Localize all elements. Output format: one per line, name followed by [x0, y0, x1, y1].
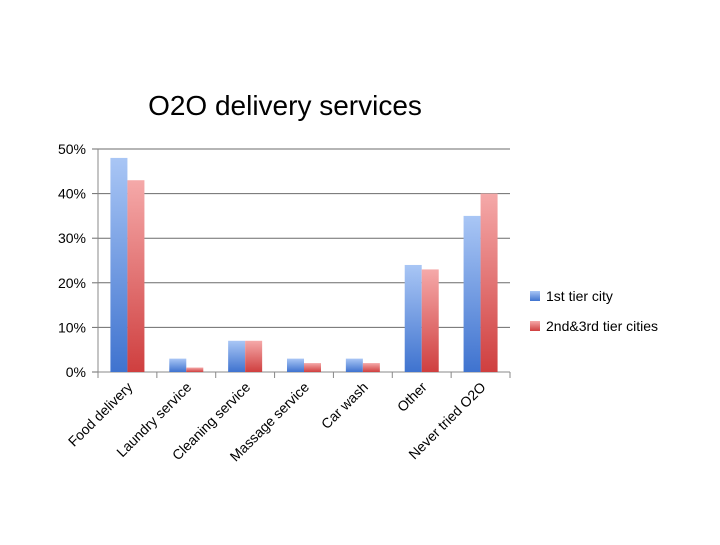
bar: [480, 193, 498, 372]
bar: [345, 358, 363, 372]
y-tick-label: 10%: [58, 319, 86, 335]
bar: [404, 264, 422, 372]
legend-swatch: [530, 291, 540, 301]
bar: [127, 180, 145, 372]
bar: [362, 363, 380, 372]
bar: [421, 269, 439, 372]
y-tick-label: 0%: [66, 364, 86, 380]
axes: 0% 10% 20% 30% 40% 50%: [58, 141, 511, 380]
y-tick-label: 40%: [58, 186, 86, 202]
x-category-label: Other: [394, 379, 430, 415]
bars: [110, 157, 498, 372]
legend: 1st tier city 2nd&3rd tier cities: [530, 288, 658, 334]
bar: [287, 358, 304, 372]
x-category-label: Car wash: [318, 379, 371, 432]
y-tick-label: 30%: [58, 230, 86, 246]
y-tick-label: 50%: [58, 141, 86, 157]
legend-swatch: [530, 321, 540, 331]
bar: [110, 157, 128, 372]
chart-title: O2O delivery services: [148, 90, 422, 121]
gridlines: [98, 148, 510, 373]
legend-label: 2nd&3rd tier cities: [546, 318, 658, 334]
bar: [463, 215, 481, 372]
bar: [186, 367, 204, 372]
bar: [169, 358, 187, 372]
legend-label: 1st tier city: [546, 288, 613, 304]
bar: [228, 340, 246, 372]
bar: [304, 363, 321, 372]
bar: [245, 340, 263, 372]
y-tick-label: 20%: [58, 275, 86, 291]
